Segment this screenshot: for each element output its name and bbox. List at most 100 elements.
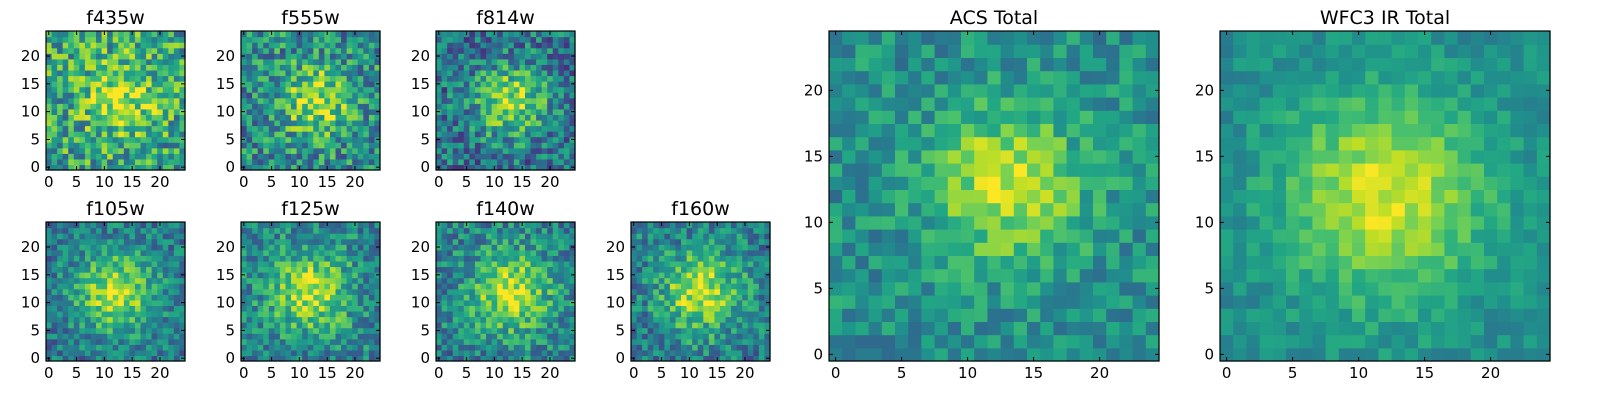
heatmap-cell [731,316,738,323]
heatmap-cell [452,31,459,38]
heatmap-cell [318,266,325,273]
heatmap-cell [1053,347,1068,362]
heatmap-cell [530,277,537,284]
heatmap-cell [134,316,142,323]
heatmap-cell [257,299,264,306]
heatmap-cell [90,272,97,279]
heatmap-cell [491,288,498,295]
heatmap-cell [352,255,359,262]
heatmap-cell [285,349,292,357]
heatmap-cell [541,125,548,132]
heatmap-cell [513,136,520,143]
heatmap-cell [112,349,119,357]
heatmap-cell [341,338,348,345]
heatmap-cell [436,260,443,268]
heatmap-cell [1027,229,1041,243]
y-tick-label: 10 [411,294,430,312]
heatmap-cell [552,260,559,268]
heatmap-cell [653,249,660,256]
heatmap-cell [508,255,515,262]
heatmap-cell [241,64,248,71]
heatmap-cell [681,310,688,318]
heatmap-cell [346,47,353,54]
heatmap-cell [647,272,654,279]
heatmap-cell [318,227,325,234]
heatmap-cell [636,299,643,306]
heatmap-cell [1040,202,1054,217]
heatmap-cell [474,131,482,138]
heatmap-cell [536,227,543,234]
heatmap-cell [547,349,554,357]
heatmap-cell [46,305,53,312]
heatmap-cell [62,233,69,240]
heatmap-cell [764,305,771,312]
heatmap-cell [469,266,476,273]
heatmap-cell [101,238,108,245]
heatmap-cell [252,31,259,38]
heatmap-cell [974,229,988,243]
heatmap-cell [352,147,359,154]
heatmap-cell [908,321,922,336]
heatmap-cell [101,158,108,166]
heatmap-cell [502,131,509,138]
heatmap-cell [307,272,314,279]
heatmap-cell [552,316,559,323]
heatmap-cell [519,153,526,160]
heatmap-cell [675,327,682,334]
heatmap-cell [491,327,498,334]
heatmap-cell [123,272,130,279]
heatmap-cell [68,255,75,262]
heatmap-cell [708,238,715,245]
heatmap-cell [341,349,348,357]
heatmap-cell [302,338,309,345]
heatmap-cell [352,158,359,166]
heatmap-cell [123,277,130,284]
heatmap-cell [447,164,454,171]
heatmap-cell [84,355,92,362]
y-tick-label: 10 [411,103,430,121]
heatmap-cell [642,222,649,229]
heatmap-cell [842,189,856,204]
heatmap-cell [547,233,554,240]
heatmap-cell [524,147,532,154]
heatmap-cell [736,238,743,245]
heatmap-cell [179,153,186,160]
heatmap-cell [274,125,281,132]
heatmap-cell [519,310,526,318]
heatmap-cell [129,103,136,110]
heatmap-cell [563,244,571,251]
heatmap-cell [302,131,309,138]
heatmap-cell [1027,255,1041,270]
heatmap-cell [318,310,325,318]
heatmap-cell [268,305,275,312]
heatmap-cell [669,316,677,323]
heatmap-cell [686,277,693,284]
heatmap-cell [112,344,119,351]
heatmap-cell [563,81,571,88]
heatmap-cell [731,233,738,240]
heatmap-cell [341,227,348,234]
heatmap-cell [530,227,537,234]
heatmap-cell [491,97,498,104]
heatmap-cell [57,108,64,115]
heatmap-cell [151,131,158,138]
heatmap-cell [469,294,476,301]
heatmap-cell [363,108,370,115]
heatmap-cell [747,338,754,345]
heatmap-cell [335,349,342,357]
heatmap-cell [162,114,169,121]
heatmap-cell [530,349,537,357]
heatmap-cell [536,103,543,110]
heatmap-cell [285,238,292,245]
heatmap-cell [536,75,543,82]
heatmap-cell [62,277,69,284]
heatmap-cell [480,142,487,149]
heatmap-cell [524,158,532,166]
heatmap-cell [357,294,364,301]
heatmap-cell [90,36,97,43]
heatmap-cell [669,277,677,284]
heatmap-cell [279,333,287,340]
heatmap-cell [524,316,532,323]
heatmap-cell [123,288,130,295]
heatmap-cell [452,260,459,268]
